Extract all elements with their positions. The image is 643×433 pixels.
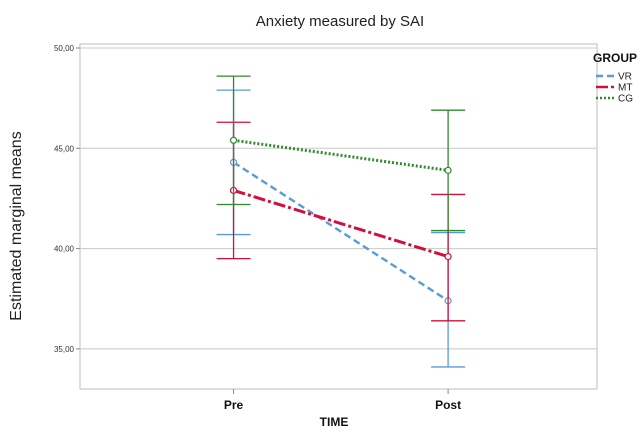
y-axis-ticks: 35,00 40,00 45,00 50,00 [54,44,80,354]
legend-title: GROUP [593,51,637,65]
series-layer [216,75,466,368]
data-point-mt [444,253,452,261]
x-tick-label: Pre [224,398,244,412]
series-cg [216,75,466,232]
data-point-cg [229,136,238,144]
series-line-vr [232,161,449,302]
gridlines [80,47,597,350]
legend-label-vr: VR [618,72,632,83]
y-axis-label: Estimated marginal means [8,131,25,320]
y-tick-label: 35,00 [54,345,75,354]
data-point-cg [444,166,452,174]
chart-title: Anxiety measured by SAI [256,13,424,30]
x-tick-label: Post [435,398,461,412]
x-axis-label: TIME [320,415,349,429]
x-axis-ticks: Pre Post [224,389,461,412]
legend-label-cg: CG [618,94,633,105]
series-line-mt [233,188,449,259]
plot-area [79,43,598,390]
y-tick-label: 45,00 [54,144,75,153]
legend-label-mt: MT [618,83,632,94]
y-tick-label: 40,00 [54,245,75,254]
y-tick-label: 50,00 [54,44,75,53]
series-line-cg [233,138,449,172]
